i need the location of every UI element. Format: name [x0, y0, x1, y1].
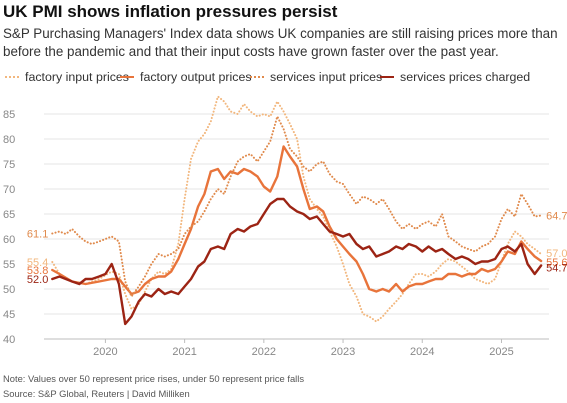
legend-swatch — [250, 76, 264, 78]
legend-label: services prices charged — [400, 70, 531, 84]
legend-label: factory input prices — [25, 70, 129, 84]
legend-swatch — [120, 76, 134, 78]
source-credit: Source: S&P Global, Reuters | David Mill… — [3, 388, 190, 399]
x-axis-ticks: 2020 2021 2022 2023 2024 2025 — [93, 339, 514, 358]
legend: factory input prices factory output pric… — [3, 70, 565, 88]
y-tick-label: 85 — [3, 109, 15, 121]
legend-swatch — [5, 76, 19, 78]
series-line-services-prices-charged — [51, 197, 543, 326]
y-tick-label: 55 — [3, 259, 15, 271]
chart-title: UK PMI shows inflation pressures persist — [3, 2, 338, 21]
start-label-services-prices-charged: 52.0 — [27, 274, 48, 286]
legend-item-factory-output-prices: factory output prices — [120, 70, 252, 84]
series-line-factory-output-prices — [51, 145, 543, 296]
series-line-services-input-prices — [51, 115, 543, 298]
y-tick-label: 80 — [3, 134, 15, 146]
x-tick-label: 2024 — [410, 346, 434, 358]
y-tick-label: 50 — [3, 284, 15, 296]
series-lines — [51, 95, 543, 326]
y-tick-label: 70 — [3, 184, 15, 196]
end-label-factory-input-prices: 57.0 — [546, 248, 567, 260]
start-label-factory-input-prices: 55.4 — [27, 257, 48, 269]
x-tick-label: 2022 — [252, 346, 276, 358]
legend-label: factory output prices — [140, 70, 252, 84]
y-axis-ticks: 40 45 50 55 60 65 70 75 80 85 — [3, 109, 15, 346]
legend-label: services input prices — [270, 70, 383, 84]
x-tick-label: 2023 — [331, 346, 355, 358]
y-tick-label: 45 — [3, 309, 15, 321]
legend-swatch — [380, 76, 394, 78]
legend-item-services-prices-charged: services prices charged — [380, 70, 530, 84]
legend-item-services-input-prices: services input prices — [250, 70, 382, 84]
series-end-labels: 55.453.8 61.1 52.0 57.055.6 64.7 54.7 — [27, 211, 567, 287]
y-tick-label: 40 — [3, 334, 15, 346]
chart-subtitle: S&P Purchasing Managers' Index data show… — [3, 26, 558, 59]
y-tick-label: 65 — [3, 209, 15, 221]
end-label-factory-output-prices: 55.6 — [546, 257, 567, 269]
series-line-factory-input-prices — [51, 95, 543, 323]
gridlines — [44, 113, 549, 340]
x-tick-label: 2021 — [172, 346, 196, 358]
end-label-services-input-prices: 64.7 — [546, 211, 567, 223]
x-tick-label: 2020 — [93, 346, 117, 358]
y-tick-label: 60 — [3, 234, 15, 246]
x-tick-label: 2025 — [489, 346, 513, 358]
end-label-services-prices-charged: 54.7 — [546, 263, 567, 275]
y-tick-label: 75 — [3, 159, 15, 171]
legend-item-factory-input-prices: factory input prices — [5, 70, 129, 84]
start-label-services-input-prices: 61.1 — [27, 229, 48, 241]
start-label-factory-output-prices: 53.8 — [27, 265, 48, 277]
footnote: Note: Values over 50 represent price ris… — [3, 373, 305, 384]
